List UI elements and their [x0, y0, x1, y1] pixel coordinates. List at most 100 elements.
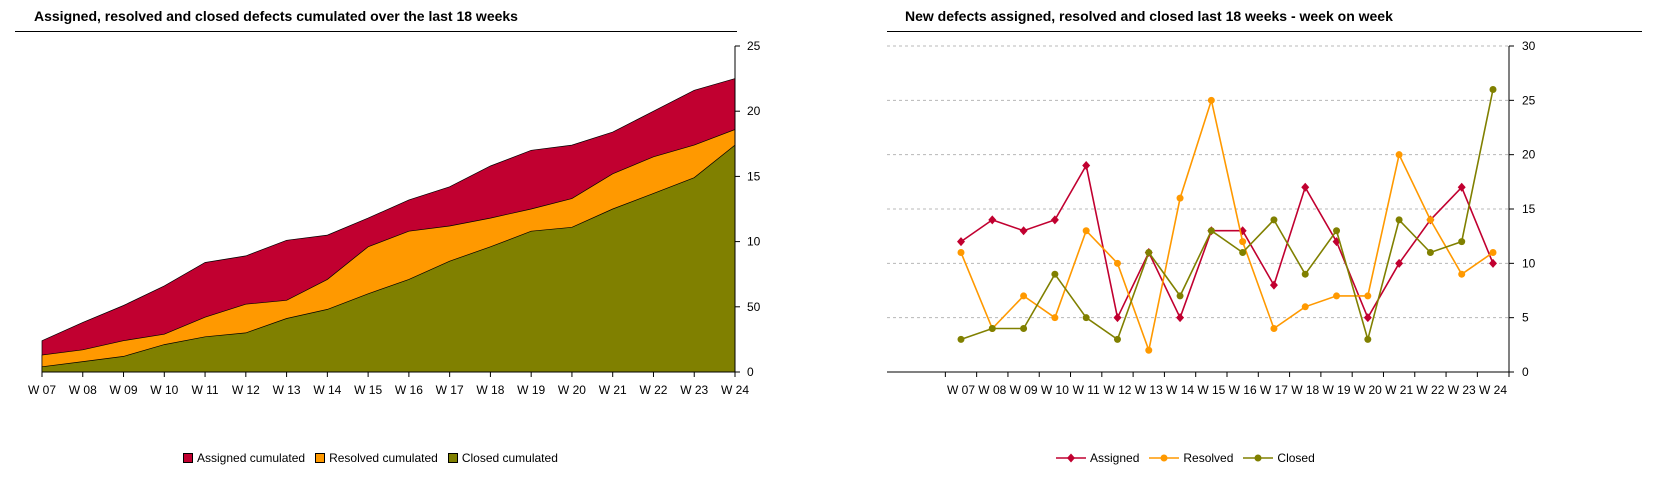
data-point-assigned [1301, 182, 1310, 192]
data-point-resolved [957, 248, 965, 256]
x-tick-label: W 08 [978, 383, 1006, 397]
data-point-resolved [1426, 216, 1434, 224]
x-tick-label: W 07 [947, 383, 975, 397]
x-tick-label: W 11 [191, 383, 218, 397]
data-point-closed [1395, 216, 1403, 224]
data-point-resolved [1489, 248, 1497, 256]
y-tick-label: 100 [747, 235, 760, 249]
data-point-assigned [1113, 313, 1122, 323]
y-tick-label: 25 [1522, 93, 1536, 107]
x-tick-label: W 23 [1448, 383, 1476, 397]
legend-swatch [447, 453, 458, 463]
x-tick-label: W 13 [273, 383, 301, 397]
legend-item: Resolved cumulated [315, 451, 438, 465]
data-point-assigned [1457, 182, 1466, 192]
legend-label: Closed [1277, 451, 1315, 465]
legend-label: Assigned [1090, 451, 1140, 465]
legend-item: Assigned cumulated [183, 451, 305, 465]
x-tick-label: W 21 [1385, 383, 1413, 397]
data-point-resolved [1395, 151, 1403, 159]
x-tick-label: W 22 [1416, 383, 1444, 397]
x-tick-label: W 15 [354, 383, 382, 397]
data-point-closed [1051, 270, 1059, 278]
y-tick-label: 50 [747, 300, 760, 314]
data-point-closed [957, 335, 965, 343]
x-tick-label: W 20 [558, 383, 586, 397]
legend-label: Resolved [1183, 451, 1234, 465]
x-tick-label: W 08 [69, 383, 97, 397]
y-tick-label: 200 [747, 104, 760, 118]
y-tick-label: 30 [1522, 39, 1536, 53]
data-point-closed [1207, 227, 1215, 235]
data-point-closed [1426, 248, 1434, 256]
data-point-resolved [1301, 303, 1309, 311]
x-tick-label: W 19 [1323, 383, 1351, 397]
x-tick-label: W 09 [1010, 383, 1038, 397]
cumulative-defects-chart: Assigned, resolved and closed defects cu… [0, 0, 760, 481]
y-tick-label: 5 [1522, 311, 1529, 325]
data-point-resolved [1458, 270, 1466, 278]
legend-swatch [183, 453, 193, 463]
title-divider [15, 31, 737, 32]
x-tick-label: W 18 [476, 383, 504, 397]
weekly-defects-chart: New defects assigned, resolved and close… [880, 0, 1671, 481]
x-tick-label: W 16 [395, 383, 423, 397]
data-point-assigned [988, 215, 997, 225]
data-point-closed [1145, 248, 1153, 256]
data-point-assigned [1395, 258, 1404, 268]
legend-item: Resolved [1149, 451, 1233, 465]
chart-legend: Assigned Resolved Closed [1056, 451, 1315, 465]
x-tick-label: W 10 [1041, 383, 1069, 397]
area-chart-plot: W 07 W 08 W 09 W 10 W 11 W 12 W 13 W 14 W 15 W 16… [28, 39, 760, 397]
x-tick-label: W 20 [1354, 383, 1382, 397]
y-tick-label: 0 [747, 365, 754, 379]
data-point-closed [1489, 85, 1497, 93]
legend-line-key [1149, 454, 1180, 462]
data-point-resolved [1113, 259, 1121, 267]
x-tick-label: W 18 [1291, 383, 1319, 397]
x-tick-label: W 14 [313, 383, 341, 397]
legend-label: Closed cumulated [461, 451, 558, 465]
data-point-resolved [1239, 238, 1247, 246]
line-chart-plot: W 07 W 08 W 09 W 10 W 11 W 12 W 13 W 14 W 15 W 16… [887, 39, 1536, 397]
data-point-assigned [1176, 313, 1185, 323]
y-tick-label: 150 [747, 169, 760, 183]
data-point-closed [1364, 335, 1372, 343]
y-tick-label: 250 [747, 39, 760, 53]
area-series-closed-cumulated [41, 144, 736, 373]
series-line-closed [960, 89, 1494, 343]
series-line-assigned [960, 163, 1494, 321]
y-tick-label: 15 [1522, 202, 1536, 216]
y-tick-label: 0 [1522, 365, 1529, 379]
y-tick-label: 20 [1522, 148, 1536, 162]
x-tick-label: W 17 [436, 383, 464, 397]
data-point-assigned [1363, 313, 1372, 323]
x-tick-label: W 16 [1229, 383, 1257, 397]
data-point-closed [1082, 314, 1090, 322]
y-tick-label: 10 [1522, 256, 1536, 270]
x-tick-label: W 10 [150, 383, 178, 397]
data-point-closed [1333, 227, 1341, 235]
data-point-closed [1458, 238, 1466, 246]
data-point-resolved [1020, 292, 1028, 300]
x-tick-label: W 22 [639, 383, 667, 397]
legend-item: Closed [1243, 451, 1315, 465]
data-point-assigned [957, 237, 965, 247]
x-tick-label: W 09 [110, 383, 138, 397]
data-point-closed [1020, 325, 1028, 333]
legend-item: Assigned [1056, 451, 1139, 465]
data-point-resolved [1176, 194, 1184, 202]
data-point-closed [1270, 216, 1278, 224]
series-line-resolved [960, 97, 1494, 354]
chart-title: New defects assigned, resolved and close… [905, 8, 1393, 24]
x-tick-label: W 19 [517, 383, 545, 397]
data-point-resolved [1333, 292, 1341, 300]
legend-swatch [315, 453, 326, 463]
chart-title: Assigned, resolved and closed defects cu… [34, 8, 518, 24]
data-point-closed [988, 325, 996, 333]
x-tick-label: W 11 [1073, 383, 1100, 397]
data-point-closed [1176, 292, 1184, 300]
data-point-assigned [1050, 215, 1059, 225]
title-divider [887, 31, 1642, 32]
x-tick-label: W 17 [1260, 383, 1288, 397]
